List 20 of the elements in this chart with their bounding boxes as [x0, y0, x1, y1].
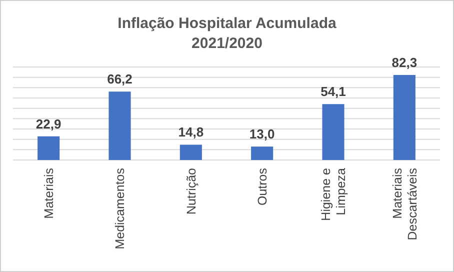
x-tick-label: Higiene e Limpeza — [319, 168, 348, 221]
bar — [108, 92, 131, 160]
data-label: 54,1 — [320, 84, 346, 100]
x-tick-label: Outros — [255, 168, 270, 206]
bar — [393, 74, 416, 160]
data-label: 22,9 — [36, 116, 62, 132]
data-label: 14,8 — [178, 124, 204, 140]
bar — [322, 104, 344, 160]
data-label: 66,2 — [107, 72, 132, 87]
x-tick-label: Nutrição — [184, 168, 198, 215]
x-tick-label: Materiais Descartáveis — [390, 168, 420, 240]
bar — [38, 136, 60, 160]
bar — [251, 146, 274, 160]
bar — [180, 144, 202, 160]
chart-title: Inflação Hospitalar Acumulada — [118, 15, 337, 32]
data-label: 82,3 — [392, 54, 418, 70]
chart-subtitle: 2021/2020 — [192, 35, 262, 52]
data-label: 13,0 — [249, 126, 275, 142]
x-tick-label: Medicamentos — [113, 168, 128, 250]
x-tick-label: Materiais — [42, 168, 56, 219]
